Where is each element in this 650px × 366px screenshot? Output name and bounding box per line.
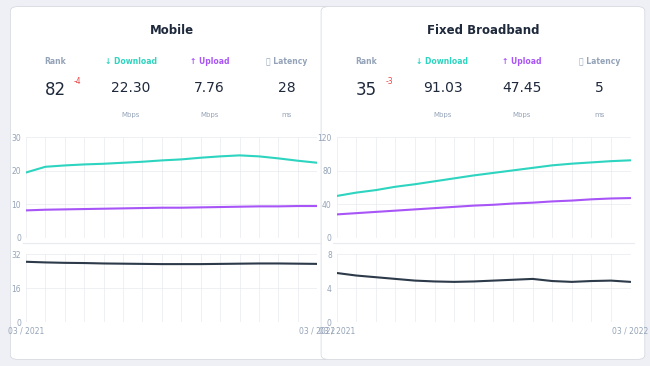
Text: 5: 5 — [595, 81, 604, 94]
Text: ↓ Download: ↓ Download — [417, 57, 469, 66]
Text: Mbps: Mbps — [434, 112, 452, 117]
Text: Fixed Broadband: Fixed Broadband — [427, 24, 540, 37]
Text: Mbps: Mbps — [513, 112, 531, 117]
Text: 7.76: 7.76 — [194, 81, 225, 94]
Text: ↑ Upload: ↑ Upload — [502, 57, 541, 66]
Text: ↑ Upload: ↑ Upload — [190, 57, 229, 66]
Text: 28: 28 — [278, 81, 296, 94]
Text: Mbps: Mbps — [122, 112, 140, 117]
Text: Mbps: Mbps — [200, 112, 218, 117]
Text: Rank: Rank — [355, 57, 377, 66]
Text: ms: ms — [595, 112, 605, 117]
Text: ⧖ Latency: ⧖ Latency — [579, 57, 620, 66]
Text: ms: ms — [281, 112, 292, 117]
Text: Rank: Rank — [44, 57, 66, 66]
Text: 82: 82 — [45, 81, 66, 98]
Text: ↓ Download: ↓ Download — [105, 57, 157, 66]
Text: 35: 35 — [356, 81, 376, 98]
Text: -3: -3 — [385, 77, 393, 86]
Text: Mobile: Mobile — [150, 24, 194, 37]
Text: ⧖ Latency: ⧖ Latency — [266, 57, 307, 66]
Text: 22.30: 22.30 — [111, 81, 151, 94]
Text: 91.03: 91.03 — [422, 81, 462, 94]
Text: -4: -4 — [74, 77, 82, 86]
Text: 47.45: 47.45 — [502, 81, 541, 94]
